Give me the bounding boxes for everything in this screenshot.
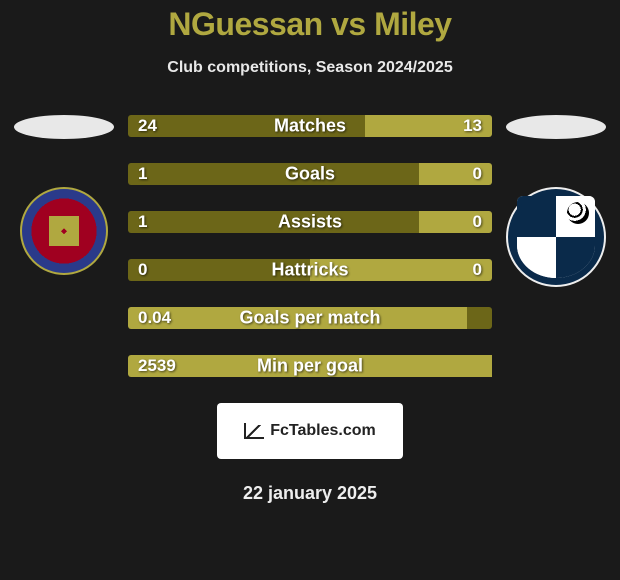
- stat-row: 1 0 Goals: [128, 163, 492, 185]
- stat-bar-right: [467, 307, 492, 329]
- stat-name: Min per goal: [257, 356, 363, 377]
- date-label: 22 january 2025: [243, 483, 377, 504]
- stat-value-left: 1: [138, 164, 147, 184]
- stat-row: 0.04 Goals per match: [128, 307, 492, 329]
- stat-value-left: 2539: [138, 356, 176, 376]
- club-badge-right: [506, 187, 606, 287]
- stat-bars: 24 13 Matches 1 0 Goals 1 0 Assists 0 0 Hattricks 0.…: [128, 115, 492, 377]
- stat-name: Goals: [285, 164, 335, 185]
- stat-value-right: 0: [473, 212, 482, 232]
- stat-name: Hattricks: [271, 260, 348, 281]
- comparison-row: 24 13 Matches 1 0 Goals 1 0 Assists 0 0 Hattricks 0.…: [0, 115, 620, 377]
- page-subtitle: Club competitions, Season 2024/2025: [167, 59, 452, 77]
- player-right-placeholder: [506, 115, 606, 139]
- stat-name: Goals per match: [239, 308, 380, 329]
- stat-row: 1 0 Assists: [128, 211, 492, 233]
- stat-row: 0 0 Hattricks: [128, 259, 492, 281]
- stat-value-right: 13: [463, 116, 482, 136]
- stat-bar-left: [128, 163, 419, 185]
- stat-value-left: 1: [138, 212, 147, 232]
- fctables-label: FcTables.com: [270, 422, 376, 440]
- club-badge-left: [20, 187, 108, 275]
- player-right-col: [506, 115, 606, 287]
- page-title: NGuessan vs Miley: [168, 6, 451, 43]
- stat-value-right: 0: [473, 260, 482, 280]
- stat-value-right: 0: [473, 164, 482, 184]
- player-left-placeholder: [14, 115, 114, 139]
- stat-row: 2539 Min per goal: [128, 355, 492, 377]
- stat-value-left: 0: [138, 260, 147, 280]
- stat-bar-left: [128, 211, 419, 233]
- stat-name: Matches: [274, 116, 346, 137]
- stat-row: 24 13 Matches: [128, 115, 492, 137]
- chart-icon: [244, 423, 264, 439]
- stat-value-left: 0.04: [138, 308, 171, 328]
- stat-value-left: 24: [138, 116, 157, 136]
- stat-name: Assists: [278, 212, 342, 233]
- player-left-col: [14, 115, 114, 275]
- fctables-watermark: FcTables.com: [217, 403, 403, 459]
